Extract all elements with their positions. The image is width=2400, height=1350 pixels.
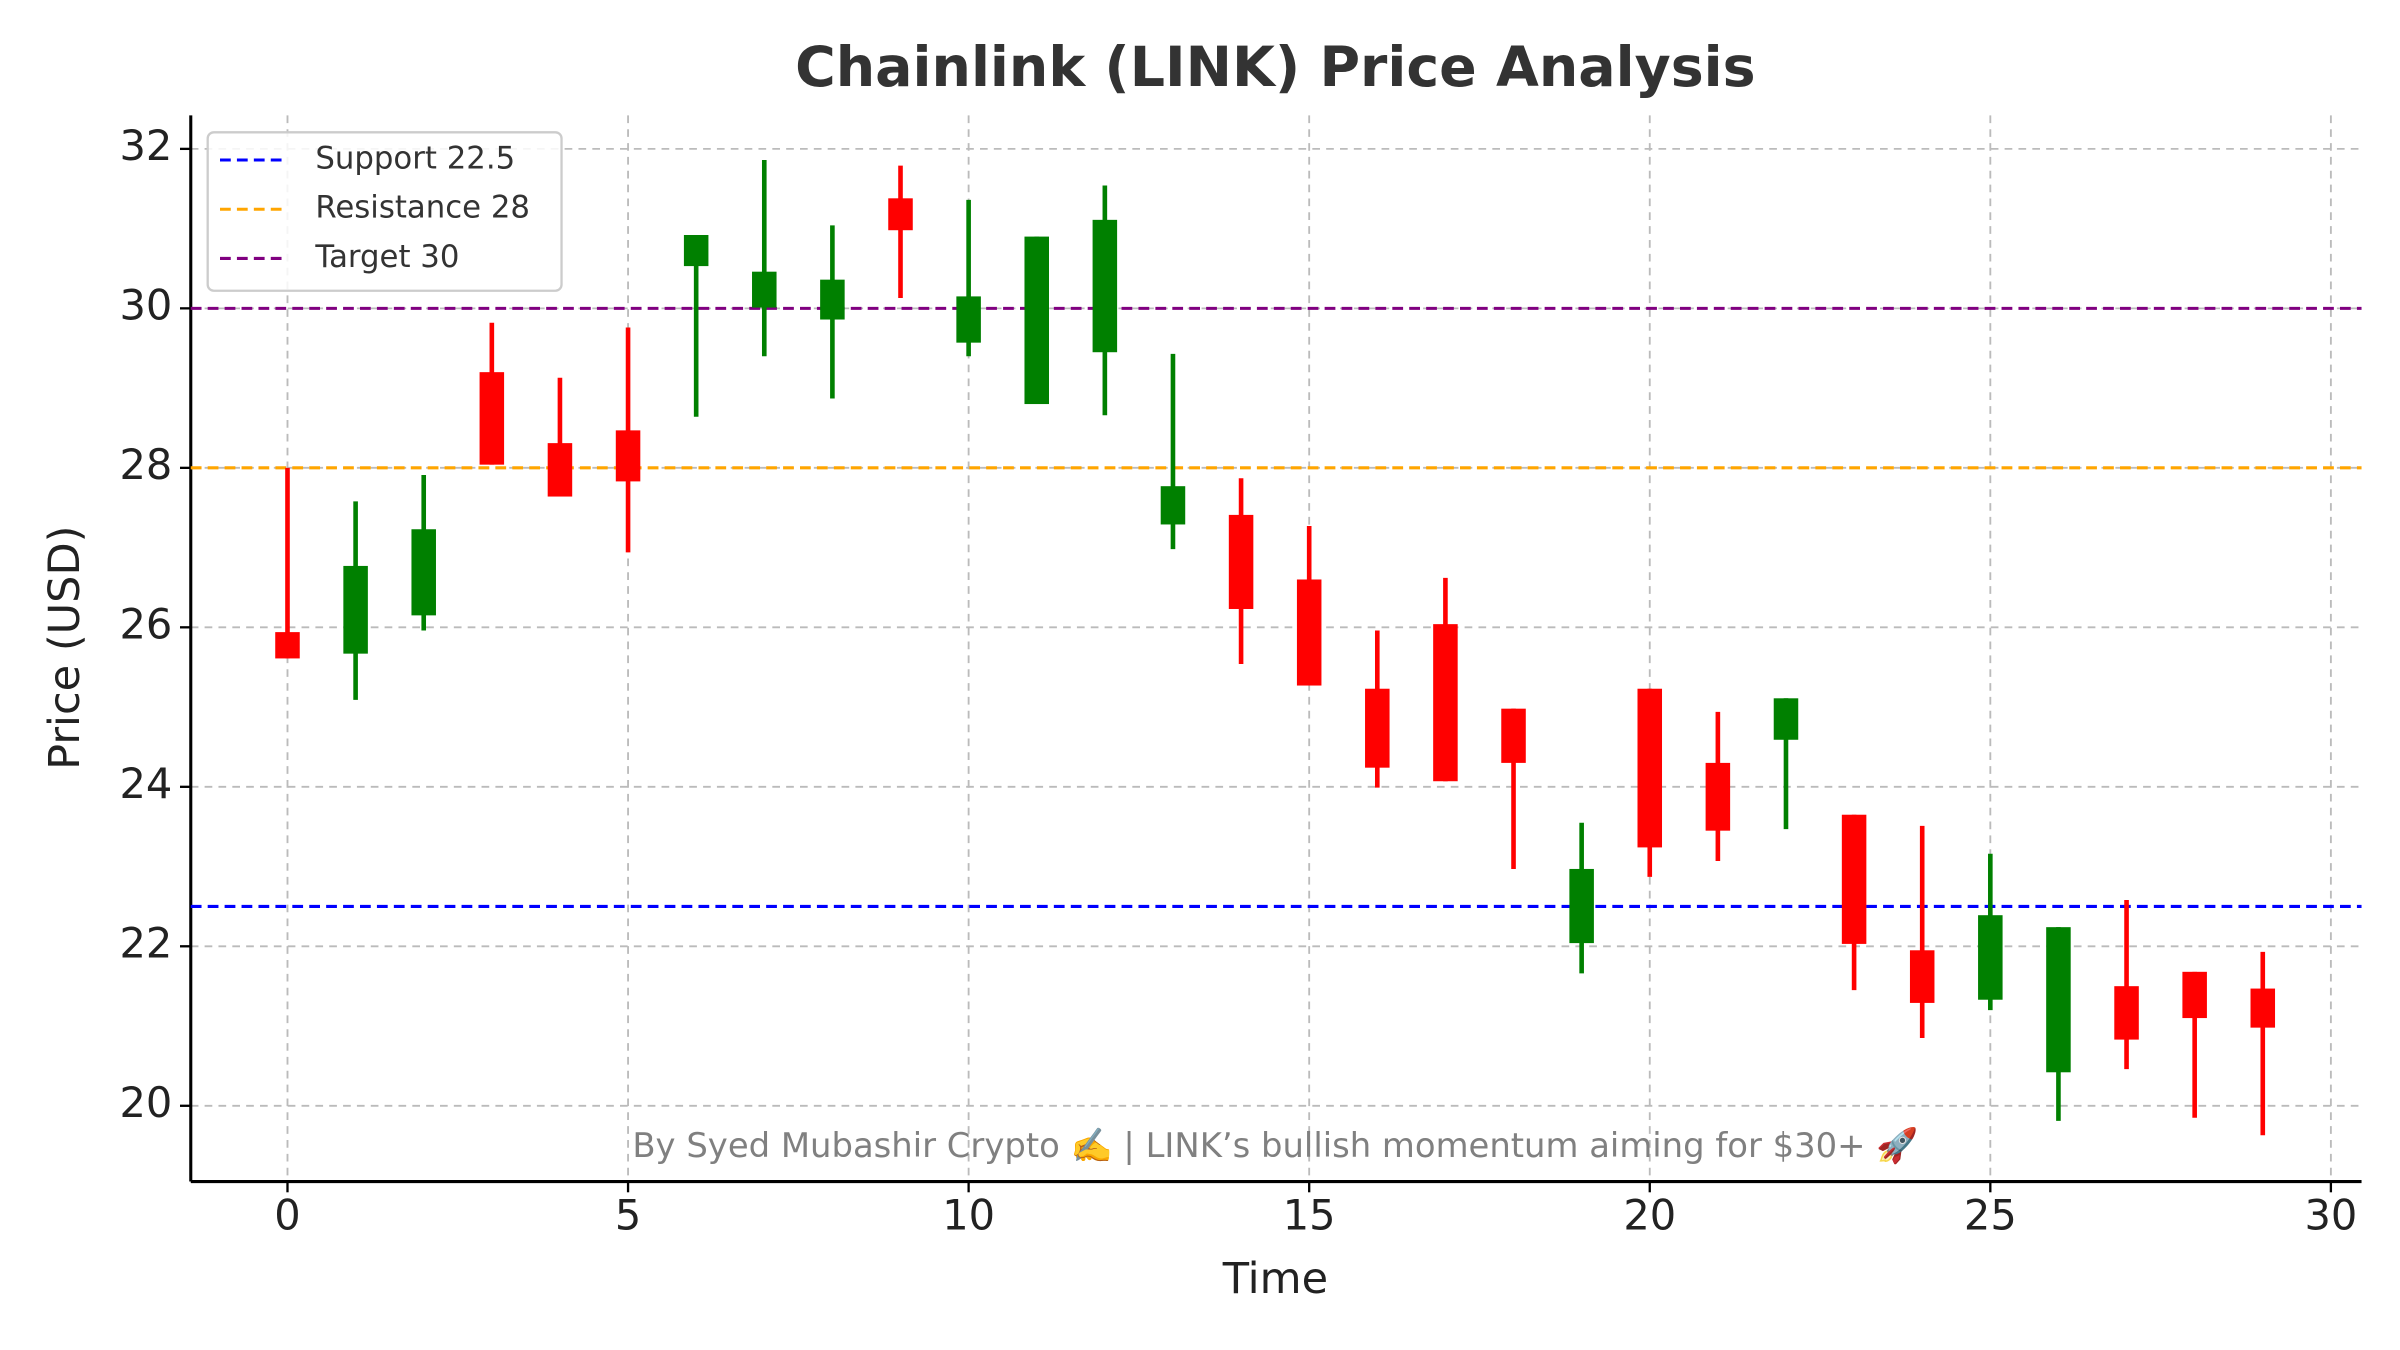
candle-body (888, 198, 913, 231)
candle-body (752, 271, 777, 308)
y-tick-label: 20 (119, 1078, 172, 1127)
candle-body (2114, 986, 2139, 1040)
x-tick-label: 0 (274, 1190, 300, 1239)
x-tick-label: 10 (942, 1190, 995, 1239)
candle-body (1228, 514, 1254, 609)
x-tick-label: 30 (2304, 1190, 2357, 1239)
candle-body (1024, 236, 1049, 405)
candle-body (1160, 486, 1186, 525)
candle-body (1841, 814, 1867, 944)
x-tick-label: 20 (1623, 1190, 1676, 1239)
x-tick-label: 5 (615, 1190, 641, 1239)
candle-body (1569, 868, 1594, 944)
y-axis-label: Price (USD) (40, 526, 90, 770)
x-axis-label: Time (1222, 1254, 1328, 1304)
legend-label: Resistance 28 (315, 190, 530, 226)
candle-body (1705, 762, 1731, 831)
candle-body (1365, 688, 1390, 768)
y-tick-label: 28 (119, 440, 172, 489)
candle-body (479, 372, 505, 465)
candle-body (1773, 698, 1799, 740)
candle-body (411, 529, 436, 616)
candle-body (1296, 579, 1322, 686)
candle-body (1978, 915, 2003, 1000)
candle-body (275, 632, 300, 659)
y-tick-label: 24 (119, 759, 172, 808)
candle-body (2182, 971, 2207, 1019)
legend-box (206, 131, 563, 292)
y-tick-label: 22 (119, 918, 172, 967)
candle-body (1909, 950, 1935, 1003)
legend-label: Target 30 (314, 239, 459, 275)
x-tick-label: 25 (1964, 1190, 2017, 1239)
candle-body (683, 234, 709, 267)
candle-body (547, 443, 573, 497)
candle-body (343, 565, 368, 654)
candle-body (2046, 927, 2071, 1073)
candle-body (1092, 219, 1118, 353)
candle-body (820, 279, 845, 320)
candle-body (1501, 708, 1526, 763)
candle-body (2250, 988, 2276, 1028)
chart-title: Chainlink (LINK) Price Analysis (795, 36, 1756, 100)
candle-body (615, 430, 641, 482)
annotation: By Syed Mubashir Crypto ✍️ | LINK’s bull… (632, 1126, 1918, 1165)
y-tick-label: 32 (119, 121, 172, 170)
candle-body (1637, 688, 1663, 848)
y-tick-label: 30 (119, 280, 172, 329)
candle-body (956, 296, 981, 343)
y-tick-label: 26 (119, 599, 172, 648)
legend-label: Support 22.5 (315, 141, 515, 177)
x-tick-label: 15 (1283, 1190, 1336, 1239)
candle-body (1433, 624, 1458, 782)
